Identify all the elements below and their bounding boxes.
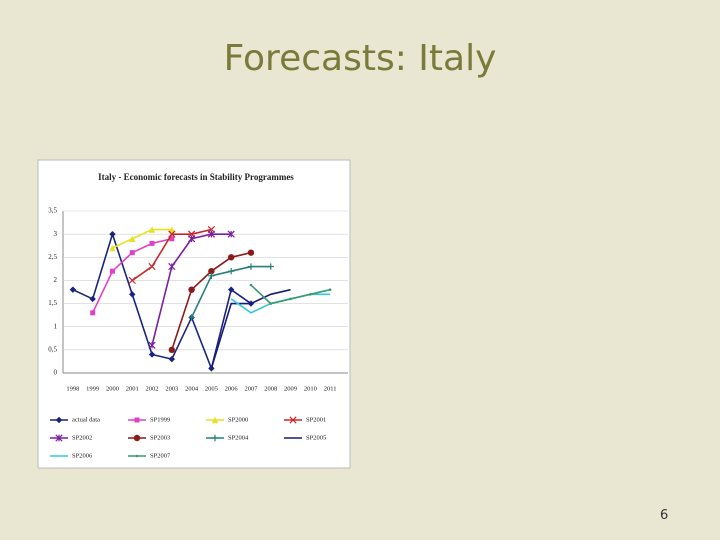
marker	[188, 314, 195, 321]
legend-label: SP1999	[150, 416, 170, 423]
marker	[247, 249, 255, 256]
x-tick-label: 2008	[264, 385, 277, 392]
y-tick-label: 2,5	[48, 253, 57, 261]
x-tick-label: 2003	[165, 385, 178, 392]
x-tick-label: 1999	[86, 385, 99, 392]
series-line	[210, 288, 291, 369]
y-tick-label: 0	[54, 369, 58, 377]
marker	[109, 230, 116, 238]
marker	[208, 267, 215, 275]
marker	[249, 283, 253, 287]
marker	[148, 341, 156, 349]
y-tick-label: 0,5	[48, 345, 57, 353]
marker	[129, 291, 136, 298]
marker	[169, 236, 175, 242]
marker	[211, 434, 219, 442]
legend-label: SP2005	[306, 434, 326, 441]
marker	[134, 417, 140, 423]
marker	[269, 302, 273, 305]
marker	[289, 297, 292, 301]
x-tick-label: 2010	[304, 385, 317, 392]
legend-label: SP2004	[228, 434, 249, 441]
marker	[129, 250, 135, 256]
marker	[227, 286, 235, 293]
x-tick-label: 2009	[284, 385, 297, 392]
y-tick-label: 3,5	[48, 207, 57, 215]
legend-label: SP2002	[72, 434, 92, 441]
marker	[55, 434, 63, 442]
marker	[227, 254, 235, 261]
marker	[129, 235, 136, 242]
y-tick-label: 1	[54, 322, 58, 330]
x-tick-label: 2007	[244, 385, 258, 392]
legend-label: SP2001	[306, 416, 326, 423]
marker	[148, 226, 156, 233]
marker	[55, 416, 63, 424]
marker	[135, 454, 139, 458]
marker	[309, 293, 312, 296]
marker	[328, 288, 332, 291]
marker	[148, 262, 156, 271]
marker	[227, 230, 235, 238]
series-line	[72, 231, 252, 372]
marker	[109, 268, 115, 274]
x-tick-label: 2002	[146, 385, 159, 392]
marker	[227, 267, 235, 275]
x-tick-label: 2006	[225, 385, 239, 392]
legend-label: SP2003	[150, 434, 170, 441]
slide-title: Forecasts: Italy	[223, 38, 497, 79]
marker	[267, 263, 274, 270]
marker	[168, 262, 176, 271]
marker	[211, 416, 219, 424]
marker	[188, 286, 195, 293]
x-tick-label: 2000	[106, 385, 119, 392]
legend-label: SP2007	[150, 452, 171, 459]
marker	[187, 235, 196, 243]
x-tick-label: 2004	[185, 385, 199, 392]
chart-title: Italy - Economic forecasts in Stability …	[98, 172, 294, 182]
marker	[207, 230, 216, 238]
series-line	[112, 228, 172, 249]
marker	[128, 276, 136, 285]
y-tick-label: 3	[54, 230, 58, 238]
x-tick-label: 2001	[126, 385, 139, 392]
legend-label: SP2000	[228, 416, 248, 423]
marker	[149, 240, 155, 246]
x-tick-label: 2005	[205, 385, 218, 392]
x-tick-label: 2011	[324, 385, 337, 392]
legend-label: SP2006	[72, 452, 93, 459]
marker	[109, 244, 116, 252]
marker	[69, 286, 77, 293]
page-number: 6	[660, 508, 669, 523]
marker	[208, 272, 215, 279]
marker	[89, 295, 96, 303]
marker	[168, 226, 176, 233]
marker	[148, 351, 156, 358]
x-tick-label: 1998	[66, 385, 79, 392]
marker	[247, 263, 255, 270]
marker	[133, 434, 141, 442]
y-tick-label: 1,5	[48, 299, 57, 307]
marker	[168, 230, 176, 238]
marker	[168, 346, 176, 354]
legend-label: actual data	[72, 416, 100, 423]
y-tick-label: 2	[54, 276, 58, 284]
marker	[168, 355, 176, 363]
marker	[90, 310, 96, 316]
marker	[289, 416, 297, 424]
